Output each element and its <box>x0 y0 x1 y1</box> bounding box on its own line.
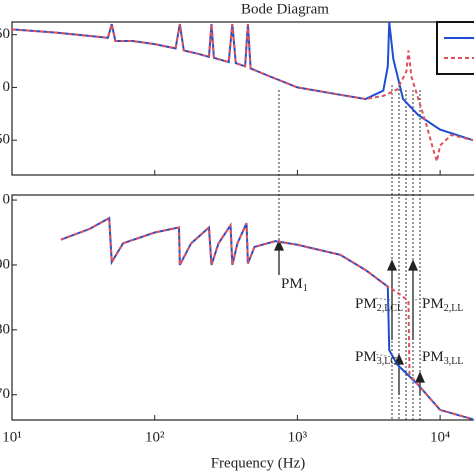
y-tick-label: -90 <box>0 256 10 272</box>
y-tick-label: 0 <box>3 79 11 95</box>
legend-box <box>436 21 474 75</box>
x-tick-label: 10² <box>145 429 165 445</box>
legend <box>436 21 474 75</box>
plot-frame <box>11 21 474 176</box>
x-axis-label: Frequency (Hz) <box>211 455 306 471</box>
arrow-head <box>414 371 426 383</box>
chart-title: Bode Diagram <box>241 1 329 17</box>
annotation: PM2,LL <box>422 296 463 314</box>
annotation: PM2,LCL <box>355 296 403 314</box>
y-tick-label: 50 <box>0 26 10 42</box>
arrow-head <box>393 353 405 365</box>
series-line <box>11 21 474 142</box>
y-tick-label: 0 <box>3 191 11 207</box>
annotation-sub: 3,LCL <box>377 356 403 367</box>
arrow-head <box>273 239 285 251</box>
series-line <box>11 23 474 166</box>
y-tick-label: -50 <box>0 132 10 148</box>
y-tick-label: -180 <box>0 321 10 337</box>
arrow-head <box>407 259 419 271</box>
annotation-text: PM <box>422 349 444 365</box>
annotation-sub: 2,LL <box>444 303 464 314</box>
annotation-text: PM <box>422 296 444 312</box>
annotation-text: PM <box>355 349 377 365</box>
pointer-lines <box>374 297 425 361</box>
annotation-sub: 1 <box>303 283 308 294</box>
y-tick-label: -270 <box>0 386 10 402</box>
guides <box>278 85 421 420</box>
plot-frame <box>11 194 474 421</box>
x-tick-label: 10¹ <box>2 429 22 445</box>
annotation: PM3,LCL <box>355 349 403 367</box>
pointer <box>374 297 391 301</box>
arrows <box>273 239 426 395</box>
pointer <box>419 355 425 361</box>
series-line <box>60 216 474 421</box>
annotation-sub: 2,LCL <box>377 303 403 314</box>
x-tick-label: 10⁴ <box>430 429 450 445</box>
series-line <box>60 216 474 421</box>
annotation: PM1 <box>281 276 308 294</box>
arrow-head <box>386 259 398 271</box>
annotation-text: PM <box>281 276 303 292</box>
pointer <box>414 297 425 301</box>
annotation-text: PM <box>355 296 377 312</box>
x-tick-label: 10³ <box>288 429 308 445</box>
annotation: PM3,LL <box>422 349 463 367</box>
annotation-sub: 3,LL <box>444 356 464 367</box>
